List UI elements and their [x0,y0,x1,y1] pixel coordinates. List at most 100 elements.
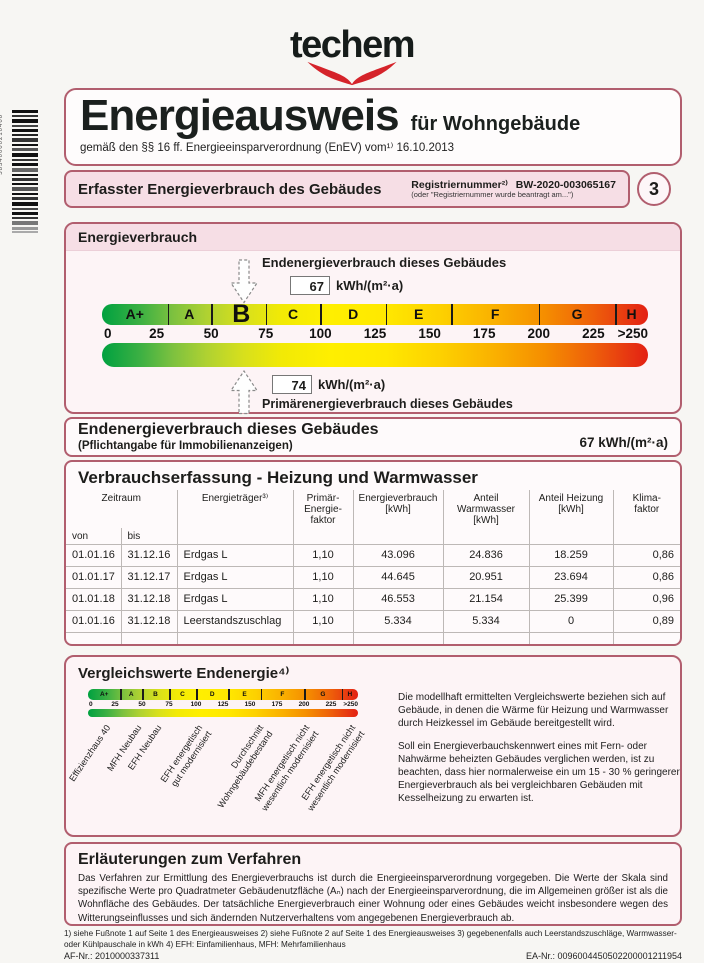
col-header-klima: Klima- faktor [612,490,680,544]
cell-von: 01.01.16 [66,609,121,632]
scale-tick: 75 [165,701,173,708]
scale-tick: 125 [363,326,387,341]
cell-klima: 0,86 [612,543,680,566]
cell-von: 01.01.16 [66,543,121,566]
vergleich-panel: Vergleichswerte Endenergie⁴⁾ A+ A B C D … [64,655,682,837]
vergleich-scale: A+ A B C D E F G H 0 25 50 75 100 125 15… [88,689,358,717]
energy-scale-letter-band: A+ A B C D E F G H [102,302,648,327]
cell-energietraeger: Erdgas L [176,543,294,566]
vergleich-label: EFH energetisch gut modernisiert [158,723,214,789]
scale-letter: H [347,691,353,698]
scale-letter: G [320,691,326,698]
scale-letter: A [184,306,195,322]
cell-warmwasser: 5.334 [442,609,530,632]
section-title: Erfasster Energieverbrauch des Gebäudes [78,180,382,198]
section-bar: Erfasster Energieverbrauch des Gebäudes … [64,170,630,208]
cell-warmwasser: 21.154 [442,587,530,610]
table-row-empty [66,631,680,644]
energieverbrauch-title: Energieverbrauch [66,224,680,251]
cell-warmwasser: 24.836 [442,543,530,566]
registry-block: Registriernummer²⁾ BW-2020-003065167 (od… [411,179,616,200]
cell-verbrauch: 43.096 [352,543,444,566]
primary-energy-label: Primärenergieverbrauch dieses Gebäudes [262,397,513,411]
primary-energy-unit: kWh/(m²·a) [318,377,386,392]
cell-klima: 0,86 [612,565,680,588]
cell-faktor: 1,10 [292,587,354,610]
scale-tick: 175 [271,701,283,708]
barcode-number: 58340000210406 [0,114,4,175]
energieverbrauch-panel: Energieverbrauch Endenergieverbrauch die… [64,222,682,415]
scale-tick: >250 [343,701,358,708]
cell-warmwasser: 20.951 [442,565,530,588]
col-header-zeitraum: Zeitraum [101,493,141,504]
title-panel: Energieausweis für Wohngebäude gemäß den… [64,88,682,166]
cell-bis: 31.12.17 [120,565,178,588]
cell-bis: 31.12.16 [120,543,178,566]
col-header-faktor: Primär- Energie- faktor [292,490,354,544]
cell-heizung: 25.399 [528,587,614,610]
end-energy-unit: kWh/(m²·a) [336,278,404,293]
footnotes-text: 1) siehe Fußnote 1 auf Seite 1 des Energ… [64,929,677,949]
cell-heizung: 23.694 [528,565,614,588]
scale-tick: >250 [617,326,648,341]
techem-logo-text: techem [289,24,416,66]
footer: 1) siehe Fußnote 1 auf Seite 1 des Energ… [64,929,682,963]
cell-faktor: 1,10 [292,565,354,588]
scale-tick: 150 [418,326,441,341]
table-row: 01.01.16 31.12.18 Leerstandszuschlag 1,10 5.… [66,609,680,632]
col-header-warmwasser: Anteil Warmwasser [kWh] [442,490,530,544]
scale-tick: 0 [104,326,112,341]
cell-heizung: 0 [528,609,614,632]
col-header-bis: bis [120,528,178,544]
verbrauch-table-panel: Verbrauchserfassung - Heizung und Warmwa… [64,460,682,646]
scale-letter: A+ [125,306,144,322]
scale-letter: C [180,691,185,698]
scale-letter: D [348,306,359,322]
techem-logo: techem [252,26,452,91]
vergleich-paragraph-2: Soll ein Energieverbauchskennwert eines … [398,740,680,805]
up-arrow-icon [230,370,258,415]
barcode-icon [12,110,38,233]
scale-tick: 175 [472,326,496,341]
scale-tick: 50 [203,326,219,341]
end-energy-value: 67 [290,276,330,295]
endenergie-value: 67 kWh/(m²·a) [579,435,668,450]
erlaeuterungen-title: Erläuterungen zum Verfahren [78,851,302,868]
cell-energietraeger: Erdgas L [176,587,294,610]
registry-label: Registriernummer²⁾ [411,178,508,191]
scale-tick: 50 [138,701,146,708]
table-row: 01.01.16 31.12.16 Erdgas L 1,10 43.096 24.836… [66,543,680,566]
scale-letter: C [288,306,299,322]
scale-letter: F [490,306,500,322]
cell-von: 01.01.17 [66,565,121,588]
col-header-verbrauch: Energieverbrauch [kWh] [352,490,444,544]
cell-klima: 0,89 [612,609,680,632]
scale-letter: B [153,691,158,698]
endenergie-subtitle: (Pflichtangabe für Immobilienanzeigen) [78,439,293,452]
erlaeuterungen-body: Das Verfahren zur Ermittlung des Energie… [78,873,668,924]
registry-note: (oder "Registriernummer wurde beantragt … [411,189,574,199]
cell-verbrauch: 46.553 [352,587,444,610]
scale-tick: 225 [582,326,605,341]
scale-tick: 150 [244,701,256,708]
energy-scale-gradient-bar [102,343,648,367]
cell-heizung: 18.259 [528,543,614,566]
techem-swoosh-icon [307,61,397,86]
col-header-von: von [72,531,89,542]
cell-energietraeger: Erdgas L [176,565,294,588]
scale-letter: E [414,306,424,322]
col-header-energietraeger: Energieträger³⁾ [176,490,294,544]
page-title-suffix: für Wohngebäude [410,113,581,135]
scale-letter: D [209,691,215,698]
cell-bis: 31.12.18 [120,609,178,632]
vergleich-label: Effizienzhaus 40 [67,723,113,784]
page-title: Energieausweis [80,91,400,140]
verbrauch-table: Zeitraum Energieträger³⁾ Primär- Energie… [66,490,680,644]
endenergie-title: Endenergieverbrauch dieses Gebäudes [78,421,379,439]
ea-number: EA-Nr.: 0096004450502200001211954 [526,951,682,962]
scale-tick: 25 [149,326,165,341]
scale-tick: 200 [527,326,551,341]
vergleich-paragraph-1: Die modellhaft ermittelten Vergleichswer… [398,692,669,730]
cell-energietraeger: Leerstandszuschlag [176,609,294,632]
barcode-block: 58340000210406 [0,110,38,239]
